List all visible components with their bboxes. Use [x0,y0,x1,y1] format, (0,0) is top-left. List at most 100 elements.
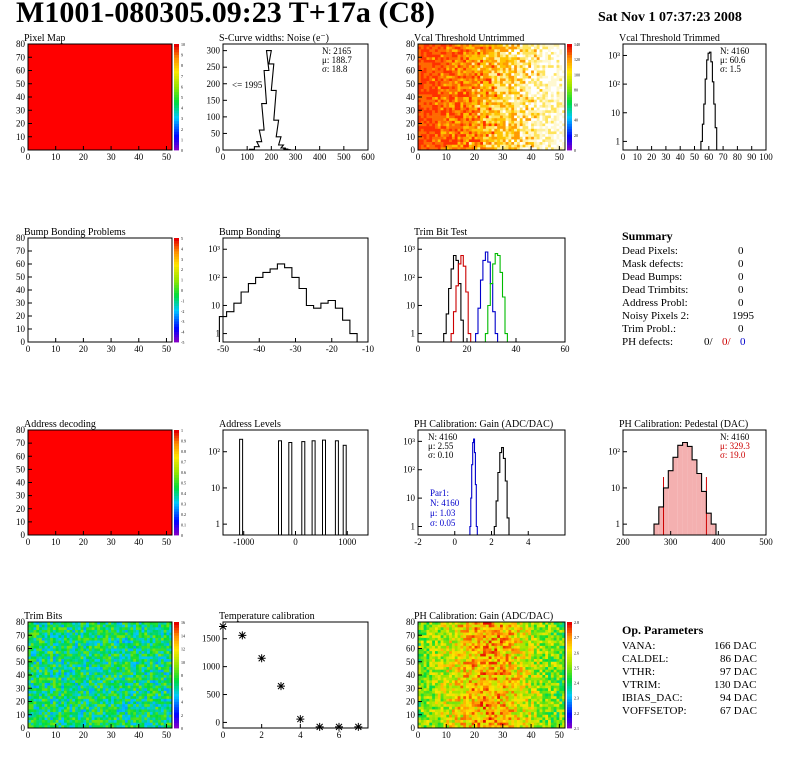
vcal-untrimmed-cell [505,70,509,74]
trim-bits-cell [58,645,62,649]
trim-bits-cell [124,712,128,716]
vcal-untrimmed-cell [440,78,444,82]
trim-bits-cell [127,701,131,705]
vcal-untrimmed-cell [449,126,453,130]
ph-gain-map-cell [420,669,424,673]
trim-bits-cell [75,680,79,684]
vcal-untrimmed-cell [468,51,473,55]
vcal-untrimmed-cell [511,81,515,85]
vcal-untrimmed-cell [485,107,489,111]
vcal-untrimmed-cell [491,115,495,119]
vcal-untrimmed-cell [443,49,447,53]
vcal-untrimmed-cell [443,91,447,95]
vcal-untrimmed-cell [443,104,447,108]
vcal-untrimmed-cell [480,57,484,61]
vcal-untrimmed-cell [443,123,447,127]
trim-bits-cell [122,698,126,702]
trim-bits-cell [97,653,101,657]
trim-bits-cell [102,680,106,684]
vcal-untrimmed-cell [508,97,512,100]
vcal-untrimmed-cell [502,99,506,103]
ph-pedestal-fill-bar [701,491,707,535]
ph-gain-map-cell [418,672,422,676]
vcal-untrimmed-cell [491,147,495,151]
trim-bits-cell [47,685,51,689]
vcal-untrimmed-cell [488,78,492,82]
vcal-untrimmed-cell [528,73,532,77]
trim-bits-cell [52,643,56,647]
vcal-untrimmed-cell [491,134,495,138]
ph-gain-map-cell [429,661,433,665]
trim-bits-cell [83,704,87,708]
vcal-untrimmed-cell [542,83,546,87]
trim-bits-cell [39,659,43,663]
trim-bits-cell [138,637,142,641]
trim-bits-cell [116,664,120,668]
trim-bits-cell [141,645,145,649]
vcal-untrimmed-cell [418,62,422,66]
vcal-untrimmed-cell [494,142,498,145]
vcal-untrimmed-cell [446,110,450,114]
trim-bits-cell [58,704,62,708]
trim-bits-cell [52,656,56,660]
pixel-map-xlabel: 0 [26,152,31,162]
vcal-untrimmed-cell [491,112,495,116]
trim-bits-cell [47,717,51,721]
vcal-untrimmed-cell [499,115,504,119]
address-decoding-ylabel: 0 [21,530,26,540]
trim-bits-cell [166,688,170,692]
vcal-untrimmed-cell [516,81,521,85]
trim-bits-cell [166,698,170,702]
vcal-untrimmed-cell [460,112,464,116]
vcal-untrimmed-cell [559,123,563,127]
vcal-untrimmed-cell [432,67,436,71]
vcal-untrimmed-cell [434,73,439,77]
vcal-untrimmed-cell [556,147,560,151]
vcal-untrimmed-cell [460,54,464,58]
trim-bit-test-series-red [450,254,472,342]
trim-bits-cell [69,629,73,633]
vcal-untrimmed-cell [522,54,526,58]
trim-bits-cell [124,722,128,726]
scurve-histogram [249,50,296,151]
trim-bits-cell [91,640,95,644]
trim-bits-cell [105,643,109,647]
vcal-untrimmed-cell [533,128,538,132]
trim-bits-cell [69,706,73,710]
vcal-untrimmed-cell [451,57,456,61]
vcal-untrimmed-cell [432,120,436,124]
trim-bits-cell [33,722,37,726]
vcal-untrimmed-cell [483,118,487,122]
trim-bits-cell [58,640,62,644]
vcal-untrimmed-cell [536,123,540,127]
vcal-untrimmed-cell [497,118,501,122]
vcal-untrimmed-cell [468,75,473,79]
vcal-untrimmed-cell [508,131,512,135]
vcal-untrimmed-cell [548,67,552,71]
vcal-untrimmed-cell [494,136,498,140]
trim-bits-cell [52,714,56,718]
vcal-untrimmed-cell [548,59,552,63]
vcal-untrimmed-cell [477,134,481,138]
vcal-untrimmed-cell [457,115,461,119]
trim-bits-cell [66,669,70,673]
trim-bits-cell [122,656,126,660]
trim-bits-cell [30,696,34,700]
trim-bits-cell [138,688,142,692]
trim-bits-cell [149,693,153,697]
trim-bits-cell [100,640,104,644]
ph-gain-map-cell [429,627,433,631]
trim-bits-cell [163,701,167,705]
trim-bits-cell [86,653,90,657]
vcal-untrimmed-cell [454,112,458,116]
vcal-untrimmed-cell [418,59,422,63]
vcal-untrimmed-cell [539,120,543,124]
vcal-untrimmed-cell [550,83,554,87]
trim-bits-cell [44,688,48,692]
trim-bits-cell [100,704,104,708]
vcal-untrimmed-cell [420,97,424,100]
vcal-untrimmed-cell [542,126,546,130]
trim-bits-cell [113,717,117,721]
trim-bits-cell [55,693,59,697]
trim-bits-cell [108,645,112,649]
